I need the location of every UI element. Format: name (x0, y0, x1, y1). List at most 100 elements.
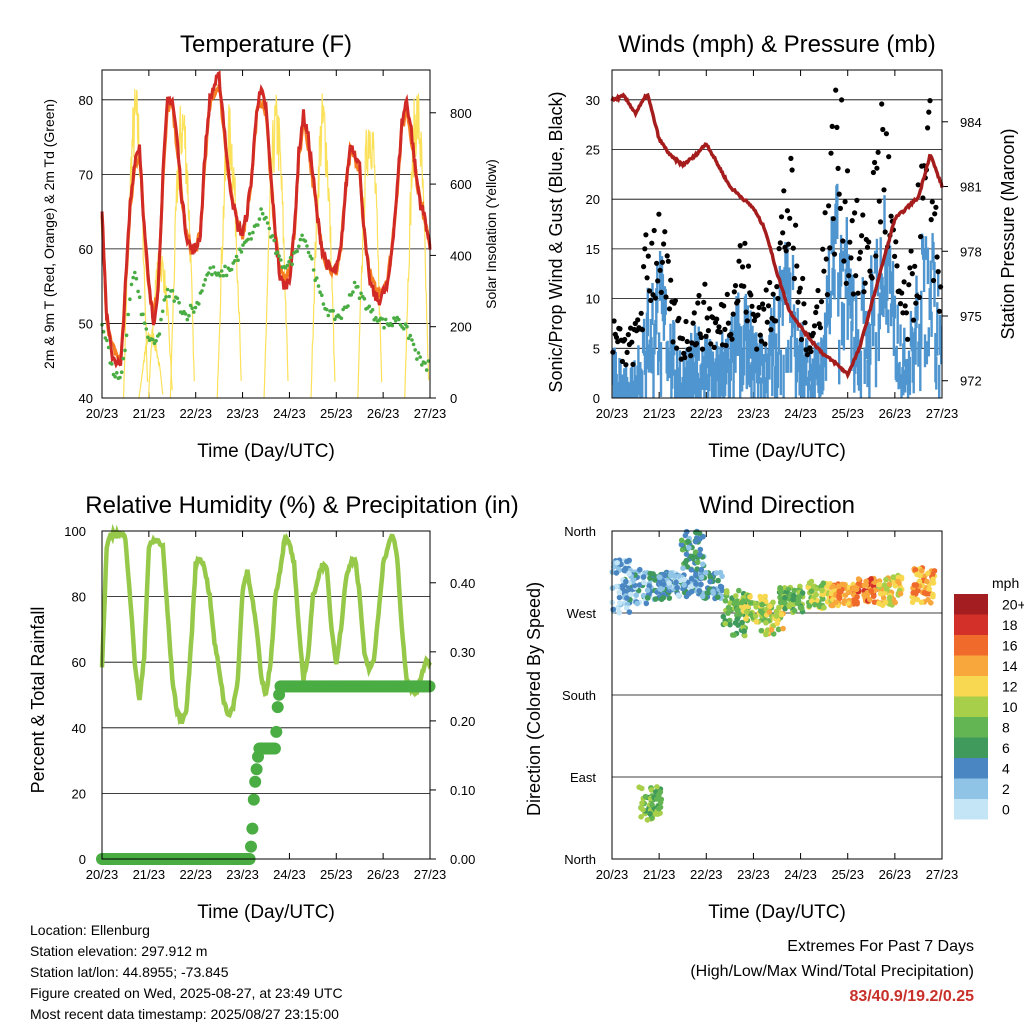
direction-point (688, 575, 695, 582)
x-tick-label: 22/23 (690, 406, 723, 421)
direction-point (883, 576, 889, 583)
direction-point (624, 558, 630, 565)
y-tick-label: 5 (593, 341, 600, 356)
gust-point (623, 362, 629, 368)
pressure-line (610, 92, 944, 380)
y-tick-label: North (564, 524, 596, 539)
direction-point (642, 793, 649, 800)
gust-point (822, 210, 828, 216)
dewpoint-point (392, 316, 396, 320)
dewpoint-point (326, 313, 331, 318)
direction-point (639, 800, 645, 806)
direction-point (694, 559, 701, 566)
direction-point (626, 570, 632, 577)
gust-point (622, 336, 628, 343)
dewpoint-point (121, 356, 126, 361)
solar-line (310, 93, 336, 399)
dewpoint-point (413, 348, 418, 352)
direction-point (895, 578, 901, 585)
dewpoint-point (159, 317, 163, 322)
dewpoint-point (333, 317, 337, 322)
gust-point (935, 269, 941, 275)
gust-point (859, 233, 865, 239)
gust-point (701, 299, 707, 305)
dewpoint-point (216, 271, 221, 276)
direction-point (841, 581, 848, 588)
x-tick-label: 26/23 (367, 406, 400, 421)
dewpoint-point (298, 237, 303, 242)
extremes-title: Extremes For Past 7 Days (787, 938, 974, 955)
legend-title: mph (992, 575, 1019, 591)
direction-point (777, 599, 784, 606)
location-text: Location: Ellenburg (30, 922, 150, 938)
gust-point (732, 283, 739, 289)
direction-point (710, 588, 716, 595)
gust-point (762, 341, 768, 347)
y-tick-label: 60 (79, 242, 93, 257)
direction-point (806, 580, 813, 586)
gust-point (888, 213, 894, 219)
dewpoint-point (420, 363, 424, 367)
x-tick-label: 27/23 (414, 867, 447, 882)
gust-point (777, 240, 783, 246)
dewpoint-point (423, 361, 427, 365)
gust-point (918, 234, 924, 240)
gust-point (765, 303, 772, 309)
direction-point (727, 600, 733, 606)
x-tick-label: 27/23 (926, 867, 959, 882)
gust-point (787, 215, 793, 221)
direction-point (713, 570, 720, 576)
gust-point (742, 240, 748, 246)
gust-point (764, 319, 770, 325)
chart-title: Relative Humidity (%) & Precipitation (i… (85, 492, 518, 519)
direction-point (868, 576, 874, 582)
gust-point (827, 245, 833, 251)
gust-point (928, 217, 934, 223)
gust-point (834, 124, 840, 130)
y-tick-label: 40 (79, 391, 93, 406)
y-axis-label: Direction (Colored By Speed) (524, 582, 544, 816)
direction-point (643, 600, 650, 607)
gust-point (901, 279, 907, 285)
direction-point (733, 593, 739, 599)
precip-point (271, 701, 284, 714)
dewpoint-point (300, 233, 304, 238)
gust-point (936, 308, 943, 314)
gust-point (831, 251, 838, 257)
legend-swatch (954, 799, 988, 820)
gust-point (743, 309, 749, 315)
gust-point (797, 285, 803, 291)
gust-point (867, 268, 873, 274)
legend-swatch (954, 594, 988, 615)
gust-point (736, 258, 742, 264)
dewpoint-point (411, 342, 416, 347)
gust-point (663, 294, 669, 300)
direction-point (778, 611, 785, 618)
direction-point (692, 549, 699, 555)
legend-swatch (954, 696, 988, 717)
dewpoint-point (131, 275, 135, 280)
dewpoint-point (416, 351, 421, 355)
direction-point (726, 617, 733, 624)
gust-point (635, 317, 641, 323)
direction-point (722, 620, 728, 627)
direction-point (722, 598, 729, 604)
gust-point (728, 331, 734, 337)
y-axis-label: 2m & 9m T (Red, Orange) & 2m Td (Green) (41, 99, 57, 369)
gust-point (801, 301, 807, 307)
gust-point (872, 159, 878, 166)
gust-point (783, 248, 789, 254)
extremes-block: Extremes For Past 7 Days (High/Low/Max W… (690, 934, 974, 1009)
dewpoint-point (200, 289, 204, 293)
dewpoint-point (118, 375, 122, 380)
direction-point (871, 599, 878, 605)
dewpoint-point (146, 335, 150, 340)
gust-point (843, 280, 849, 286)
y2-axis-label: Station Pressure (Maroon) (998, 128, 1018, 339)
gust-point (721, 303, 727, 309)
gust-point (844, 168, 851, 174)
x-tick-label: 23/23 (737, 867, 770, 882)
x-tick-label: 25/23 (831, 406, 864, 421)
direction-point (880, 595, 887, 601)
gust-point (659, 259, 666, 265)
